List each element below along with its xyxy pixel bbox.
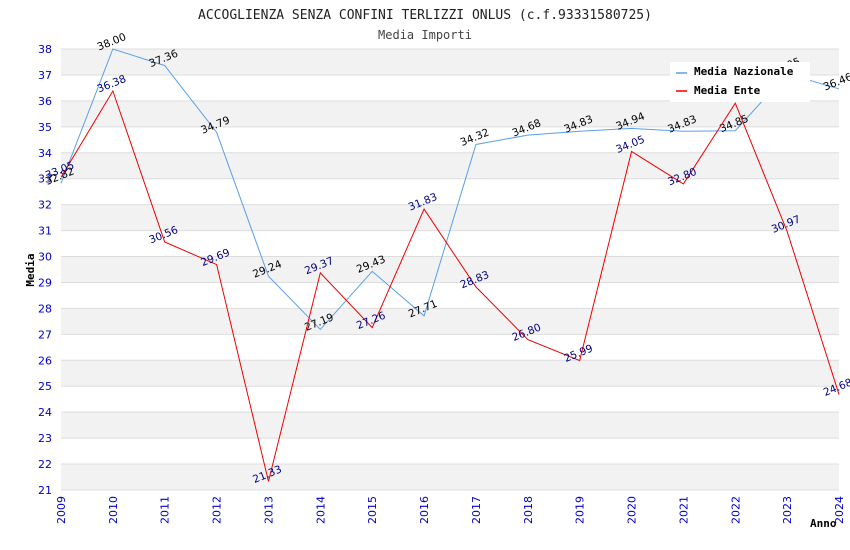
y-tick-label: 29 [38, 276, 52, 289]
y-tick-label: 37 [38, 69, 52, 82]
x-tick-label: 2020 [626, 496, 639, 524]
x-tick-label: 2013 [262, 496, 275, 524]
y-tick-label: 28 [38, 302, 52, 315]
grid-band [61, 256, 839, 283]
legend-label-media-nazionale: Media Nazionale [694, 65, 794, 78]
y-tick-label: 32 [38, 199, 52, 212]
y-tick-label: 34 [38, 147, 52, 160]
x-axis-ticks: 2009 2010 2011 2012 2013 2014 2015 2016 2017 2018… [55, 496, 846, 524]
y-tick-label: 36 [38, 95, 52, 108]
chart-title: ACCOGLIENZA SENZA CONFINI TERLIZZI ONLUS… [198, 8, 652, 23]
y-tick-label: 25 [38, 380, 52, 393]
x-tick-label: 2018 [522, 496, 535, 524]
y-tick-label: 38 [38, 43, 52, 56]
y-axis-label: Media [24, 253, 37, 286]
grid-band [61, 464, 839, 490]
x-tick-label: 2022 [729, 496, 742, 524]
x-tick-label: 2009 [55, 496, 68, 524]
y-tick-label: 22 [38, 458, 52, 471]
legend-label-media-ente: Media Ente [694, 84, 761, 97]
legend: Media Nazionale Media Ente [670, 62, 810, 102]
x-tick-label: 2019 [574, 496, 587, 524]
grid-band [61, 204, 839, 231]
x-tick-label: 2010 [107, 496, 120, 524]
y-tick-label: 27 [38, 328, 52, 341]
y-tick-label: 21 [38, 484, 52, 497]
y-tick-label: 35 [38, 121, 52, 134]
grid-band [61, 412, 839, 439]
y-tick-label: 33 [38, 173, 52, 186]
x-tick-label: 2017 [470, 496, 483, 524]
background-bands [61, 49, 839, 490]
x-tick-label: 2016 [418, 496, 431, 524]
grid-band [61, 308, 839, 335]
y-tick-label: 24 [38, 406, 52, 419]
series-line [60, 48, 840, 331]
y-tick-label: 31 [38, 225, 52, 238]
grid-band [61, 152, 839, 179]
x-tick-label: 2014 [314, 496, 327, 524]
x-tick-label: 2012 [211, 496, 224, 524]
legend-background [670, 62, 810, 102]
x-tick-label: 2015 [366, 496, 379, 524]
grid-band [61, 360, 839, 387]
y-tick-label: 26 [38, 354, 52, 367]
grid-band [61, 100, 839, 127]
y-tick-label: 30 [38, 251, 52, 264]
x-tick-label: 2011 [159, 496, 172, 524]
x-tick-label: 2021 [677, 496, 690, 524]
x-tick-label: 2024 [833, 496, 846, 524]
y-tick-label: 23 [38, 432, 52, 445]
data-label: 34.32 [459, 126, 491, 148]
series-line [60, 89, 840, 482]
y-axis-ticks: 21 22 23 24 25 26 27 28 29 30 31 32 33 34 35 36 37 38 [38, 43, 52, 497]
x-tick-label: 2023 [781, 496, 794, 524]
x-axis-label: Anno [810, 517, 837, 530]
chart-subtitle: Media Importi [378, 28, 472, 42]
